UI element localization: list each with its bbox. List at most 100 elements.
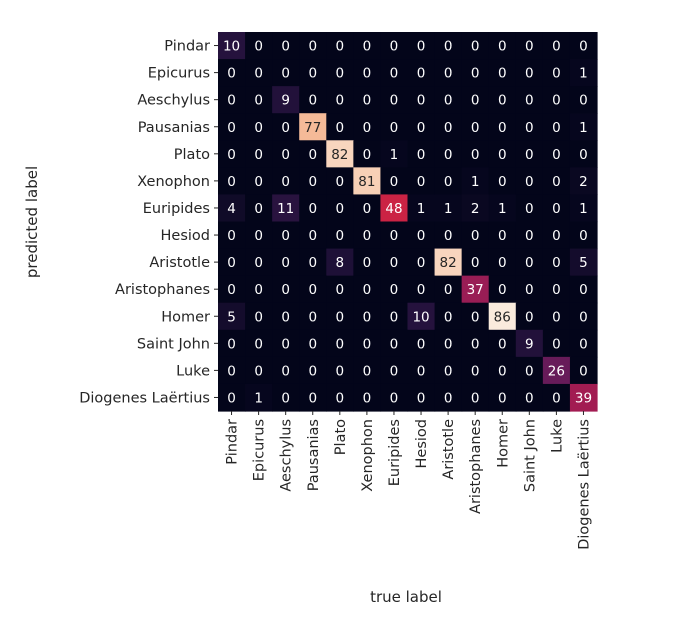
heatmap-cell [245, 86, 273, 114]
heatmap-cell [407, 248, 436, 277]
cell-value-label: 0 [471, 39, 480, 55]
cell-value-label: 0 [444, 336, 453, 352]
heatmap-cell [218, 140, 246, 168]
cell-value-label: 77 [304, 120, 321, 136]
cell-value-label: 5 [579, 255, 588, 271]
heatmap-cell [272, 167, 300, 196]
cell-value-label: 0 [227, 93, 236, 109]
x-tick-label: Hesiod [414, 419, 430, 468]
cell-value-label: 0 [254, 66, 263, 82]
cell-value-label: 1 [390, 147, 399, 163]
cell-value-label: 0 [363, 255, 372, 271]
heatmap-cell [218, 383, 246, 412]
cell-value-label: 0 [525, 390, 534, 406]
cell-value-label: 0 [336, 228, 345, 244]
heatmap-cell [542, 329, 571, 358]
cell-value-label: 0 [390, 255, 399, 271]
cell-value-label: 0 [417, 255, 426, 271]
heatmap-cell [326, 221, 354, 250]
heatmap-cell [488, 275, 517, 304]
heatmap-cell [542, 221, 571, 250]
heatmap-cell [434, 248, 463, 277]
heatmap-cell [380, 140, 409, 168]
heatmap-cell [299, 275, 327, 304]
cell-value-label: 0 [471, 147, 480, 163]
cell-value-label: 0 [308, 147, 317, 163]
cell-value-label: 8 [336, 255, 345, 271]
cell-value-label: 82 [440, 255, 457, 271]
heatmap-cell [542, 248, 571, 277]
cell-value-label: 0 [525, 309, 534, 325]
heatmap-cell [569, 140, 598, 168]
heatmap-cell [488, 221, 517, 250]
heatmap-cell [272, 140, 300, 168]
cell-value-label: 0 [281, 39, 290, 55]
cell-value-label: 0 [552, 255, 561, 271]
heatmap-cell [434, 302, 463, 331]
heatmap-cell [488, 329, 517, 358]
cell-value-label: 81 [358, 174, 375, 190]
cell-value-label: 0 [552, 174, 561, 190]
cell-value-label: 0 [254, 309, 263, 325]
heatmap-cell [380, 167, 409, 196]
heatmap-cell [380, 383, 409, 412]
cell-value-label: 0 [471, 390, 480, 406]
cell-value-label: 10 [412, 309, 429, 325]
heatmap-cell [407, 194, 436, 223]
cell-value-label: 0 [227, 174, 236, 190]
heatmap-cell [272, 329, 300, 358]
cell-value-label: 0 [417, 39, 426, 55]
cell-value-label: 11 [277, 201, 294, 217]
cell-value-label: 0 [308, 282, 317, 298]
heatmap-cell [245, 167, 273, 196]
x-tick-label: Saint John [522, 419, 538, 492]
cell-value-label: 0 [444, 93, 453, 109]
heatmap-cell [407, 167, 436, 196]
y-tick-label: Pindar [164, 39, 210, 55]
cell-value-label: 0 [444, 147, 453, 163]
heatmap-cell [326, 275, 354, 304]
heatmap-cell [380, 59, 409, 87]
heatmap-cell [515, 248, 544, 277]
cell-value-label: 0 [363, 309, 372, 325]
heatmap-cell [569, 32, 598, 60]
x-tick-label: Plato [333, 419, 349, 455]
cell-value-label: 0 [363, 120, 372, 136]
cell-value-label: 0 [227, 66, 236, 82]
heatmap-cell [272, 59, 300, 87]
cell-value-label: 0 [579, 336, 588, 352]
heatmap-cells [218, 32, 598, 412]
heatmap-cell [434, 194, 463, 223]
heatmap-cell [245, 59, 273, 87]
x-tick-label: Euripides [387, 419, 403, 486]
cell-value-label: 0 [363, 93, 372, 109]
cell-value-label: 0 [254, 201, 263, 217]
cell-value-label: 0 [471, 255, 480, 271]
cell-value-label: 0 [227, 390, 236, 406]
heatmap-cell [299, 140, 327, 168]
cell-value-label: 0 [281, 174, 290, 190]
y-tick-label: Aristophanes [115, 282, 210, 298]
heatmap-cell [353, 329, 382, 358]
heatmap-cell [326, 140, 354, 168]
heatmap-cell [461, 356, 490, 385]
heatmap-cell [461, 167, 490, 196]
cell-value-label: 0 [363, 390, 372, 406]
cell-value-label: 0 [363, 66, 372, 82]
heatmap-cell [434, 329, 463, 358]
heatmap-cell [542, 113, 571, 141]
heatmap-cell [299, 113, 327, 141]
x-tick-label: Aeschylus [279, 419, 295, 492]
cell-value-label: 0 [444, 174, 453, 190]
heatmap-cell [461, 221, 490, 250]
heatmap-cell [461, 59, 490, 87]
heatmap-cell [353, 140, 382, 168]
heatmap-cell [461, 248, 490, 277]
cell-value-label: 0 [363, 147, 372, 163]
heatmap-cell [353, 275, 382, 304]
heatmap-cell [569, 275, 598, 304]
heatmap-cell [407, 59, 436, 87]
cell-value-label: 5 [227, 309, 236, 325]
heatmap-cell [353, 86, 382, 114]
heatmap-cell [461, 383, 490, 412]
